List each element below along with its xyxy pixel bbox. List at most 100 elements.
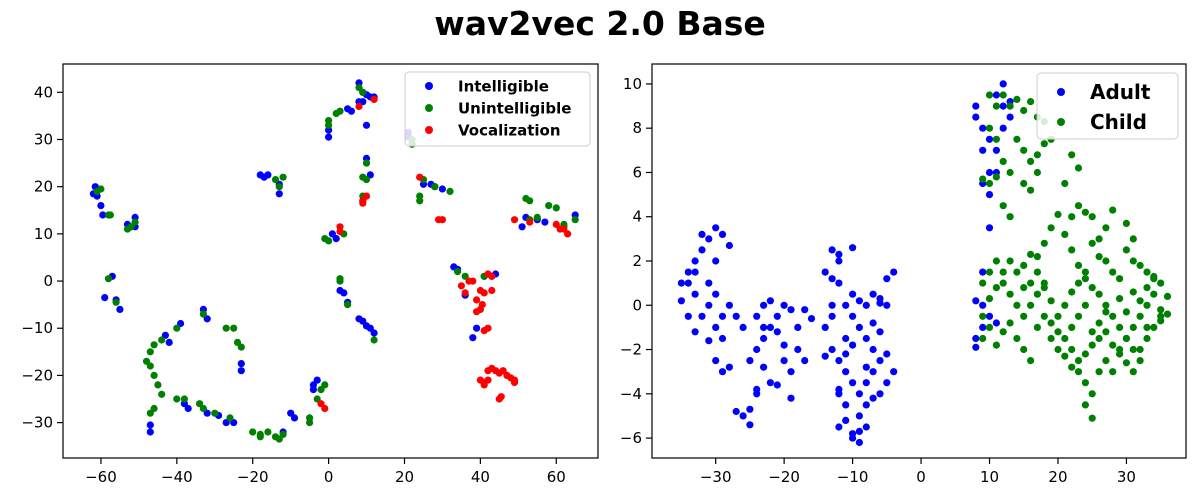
chart2-point-child-87 — [1109, 312, 1117, 320]
chart2-ytick-label: −4 — [620, 385, 642, 403]
chart1-point-intelligible-37 — [313, 376, 321, 384]
chart1-point-unintelligible-63 — [370, 336, 378, 344]
chart2-point-child-31 — [1006, 290, 1014, 298]
chart1-point-unintelligible-25 — [226, 414, 234, 422]
chart2-point-child-137 — [1150, 275, 1158, 283]
chart1-legend-marker-intelligible — [425, 82, 433, 90]
chart1-point-intelligible-18 — [184, 404, 192, 413]
chart2-point-adult-87 — [842, 301, 850, 309]
chart1-series-vocalization — [317, 95, 572, 413]
chart2-point-adult-133 — [979, 301, 987, 309]
chart2-point-child-10 — [992, 135, 1001, 143]
chart2-point-child-132 — [1116, 350, 1124, 358]
chart2-point-child-40 — [999, 328, 1007, 336]
chart2-point-child-52 — [1081, 379, 1089, 387]
chart2-point-child-146 — [1033, 253, 1041, 261]
chart2-point-child-54 — [1081, 401, 1089, 409]
chart2-point-adult-121 — [985, 168, 994, 177]
chart1-point-intelligible-77 — [518, 223, 526, 231]
chart2-point-child-98 — [1136, 297, 1144, 305]
chart2-point-child-103 — [1102, 257, 1110, 265]
chart2-point-child-150 — [1102, 308, 1110, 316]
chart2-point-adult-102 — [862, 423, 870, 431]
chart2-point-adult-125 — [992, 146, 1001, 154]
chart1-point-unintelligible-30 — [237, 343, 245, 351]
chart2-point-adult-0 — [677, 279, 686, 287]
chart1-point-unintelligible-21 — [180, 395, 188, 403]
chart2-point-child-112 — [1040, 284, 1048, 292]
chart2-point-child-82 — [1074, 261, 1083, 269]
chart1-legend-box — [404, 71, 591, 147]
chart1-legend-label-unintelligible: Unintelligible — [458, 99, 571, 117]
chart1-ytick-label: 20 — [34, 178, 53, 196]
chart2-point-child-72 — [1122, 219, 1130, 227]
chart2-point-child-46 — [1040, 312, 1048, 320]
chart2-xtick-label: −10 — [837, 468, 869, 486]
chart2-point-child-2 — [999, 91, 1007, 99]
chart1-point-intelligible-73 — [473, 324, 481, 332]
chart2-point-adult-81 — [869, 368, 877, 376]
chart1-point-unintelligible-11 — [146, 362, 154, 370]
chart1-point-intelligible-61 — [370, 329, 378, 337]
chart1-legend-label-intelligible: Intelligible — [458, 77, 549, 95]
chart2-legend-marker-child — [1057, 118, 1065, 126]
chart1-legend-label-vocalization: Vocalization — [458, 121, 561, 139]
chart2-point-child-114 — [1027, 301, 1035, 309]
chart2-point-adult-48 — [794, 345, 802, 354]
chart2-point-child-5 — [1020, 106, 1028, 115]
chart2-point-adult-98 — [890, 368, 898, 376]
chart1-point-unintelligible-42 — [306, 419, 314, 427]
chart2-point-child-148 — [1020, 261, 1028, 269]
chart2-point-adult-116 — [972, 102, 980, 110]
chart1-point-intelligible-34 — [290, 414, 299, 422]
chart2-point-adult-20 — [718, 368, 727, 376]
chart2-point-adult-19 — [712, 357, 720, 365]
chart1-point-intelligible-8 — [116, 305, 124, 313]
figure-title: wav2vec 2.0 Base — [434, 4, 766, 43]
chart1-point-vocalization-6 — [359, 199, 367, 207]
chart2-point-adult-73 — [842, 416, 850, 424]
chart2-point-adult-77 — [855, 412, 864, 420]
chart2-point-adult-15 — [739, 323, 747, 331]
chart2-point-child-97 — [1143, 284, 1151, 292]
chart1-ytick-label: 0 — [43, 272, 53, 290]
chart2-point-adult-9 — [698, 312, 706, 320]
chart2-point-child-153 — [1081, 301, 1089, 309]
chart2-point-child-78 — [1074, 202, 1083, 210]
chart2-point-child-155 — [1068, 323, 1076, 331]
chart2-point-child-75 — [1095, 235, 1103, 243]
chart1-point-unintelligible-22 — [196, 400, 204, 408]
chart2-ytick-label: −2 — [620, 341, 642, 359]
chart2-point-child-21 — [992, 173, 1001, 181]
chart2-point-adult-56 — [801, 306, 809, 314]
chart1-xtick-label: −20 — [237, 468, 269, 486]
chart2-point-child-53 — [1088, 390, 1096, 398]
chart2-point-adult-109 — [862, 363, 870, 371]
chart2-point-adult-16 — [684, 312, 692, 320]
chart1-xtick-label: −40 — [161, 468, 193, 486]
chart2-point-child-119 — [992, 284, 1001, 292]
chart2-point-child-135 — [1136, 345, 1144, 354]
chart2-point-adult-63 — [835, 279, 843, 287]
chart2-legend-label-child: Child — [1090, 110, 1147, 134]
chart2-point-adult-46 — [780, 357, 788, 365]
chart1-point-unintelligible-5 — [112, 298, 120, 306]
chart2-point-adult-36 — [753, 345, 761, 354]
chart1-point-unintelligible-3 — [106, 211, 114, 219]
chart1-point-intelligible-80 — [541, 218, 549, 226]
chart1-point-unintelligible-8 — [131, 218, 139, 226]
chart2-point-adult-130 — [979, 323, 987, 331]
chart1-point-unintelligible-17 — [150, 341, 158, 349]
chart2-point-child-141 — [1074, 164, 1083, 172]
chart2-point-child-83 — [1081, 275, 1089, 283]
chart2-point-child-101 — [1116, 295, 1124, 303]
chart1-ytick-label: −10 — [21, 319, 53, 337]
chart2-point-child-3 — [1006, 102, 1014, 110]
chart2-point-adult-99 — [883, 379, 891, 387]
chart2-point-adult-79 — [855, 390, 864, 398]
chart2-point-adult-3 — [698, 246, 706, 254]
chart2-point-child-106 — [1081, 268, 1089, 276]
chart2-point-adult-47 — [787, 368, 795, 376]
chart1-point-intelligible-30 — [275, 190, 283, 198]
chart2-point-child-23 — [1006, 213, 1014, 221]
